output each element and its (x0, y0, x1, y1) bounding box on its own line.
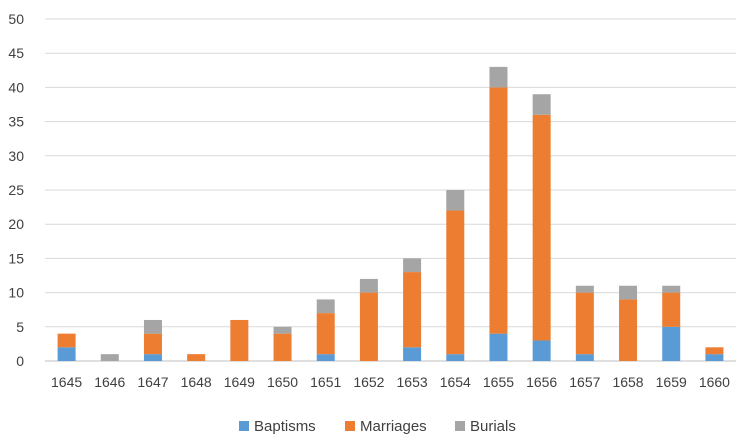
bar-marriages-1654 (446, 210, 465, 355)
legend-label-marriages: Marriages (360, 418, 427, 435)
bar-marriages-1648 (187, 354, 206, 361)
bar-marriages-1647 (143, 333, 162, 355)
bar-marriages-1660 (705, 347, 724, 355)
y-tick-label: 30 (8, 148, 24, 164)
bar-marriages-1658 (619, 299, 638, 361)
bar-burials-1659 (662, 285, 681, 293)
bar-burials-1654 (446, 190, 465, 211)
bar-marriages-1653 (403, 272, 422, 348)
y-tick-label: 35 (8, 114, 24, 130)
bar-baptisms-1660 (705, 354, 724, 361)
x-tick-label: 1650 (267, 374, 298, 390)
legend-label-burials: Burials (470, 418, 516, 435)
x-axis-ticks: 1645 1646 1647 1648 1649 1650 1651 1652 1653 1654… (51, 374, 730, 390)
x-tick-label: 1652 (353, 374, 384, 390)
bar-burials-1658 (619, 285, 638, 300)
legend: Baptisms Marriages Burials (239, 418, 516, 435)
bar-burials-1647 (143, 319, 162, 334)
x-tick-label: 1647 (137, 374, 168, 390)
bar-burials-1652 (359, 278, 378, 293)
x-tick-label: 1649 (224, 374, 255, 390)
x-tick-label: 1656 (526, 374, 557, 390)
bar-marriages-1652 (359, 292, 378, 361)
legend-swatch-marriages (345, 421, 355, 431)
bar-baptisms-1651 (316, 354, 335, 361)
y-tick-label: 15 (8, 250, 24, 266)
y-axis-ticks: 0 5 10 15 20 25 30 35 40 45 50 (8, 11, 24, 369)
legend-swatch-baptisms (239, 421, 249, 431)
bar-marriages-1651 (316, 313, 335, 355)
bar-burials-1657 (575, 285, 594, 293)
x-tick-label: 1654 (440, 374, 471, 390)
bar-baptisms-1659 (662, 326, 681, 361)
bar-baptisms-1654 (446, 354, 465, 361)
x-tick-label: 1658 (612, 374, 643, 390)
bar-burials-1653 (403, 258, 422, 273)
legend-swatch-burials (455, 421, 465, 431)
y-tick-label: 25 (8, 182, 24, 198)
bar-baptisms-1655 (489, 333, 508, 361)
y-tick-label: 40 (8, 79, 24, 95)
x-tick-label: 1659 (656, 374, 687, 390)
x-tick-label: 1651 (310, 374, 341, 390)
bar-marriages-1650 (273, 333, 292, 361)
y-tick-label: 50 (8, 11, 24, 27)
bar-burials-1646 (100, 354, 119, 361)
y-tick-label: 45 (8, 45, 24, 61)
x-tick-label: 1646 (94, 374, 125, 390)
bars (57, 66, 724, 361)
x-tick-label: 1648 (181, 374, 212, 390)
bar-burials-1651 (316, 299, 335, 314)
x-tick-label: 1645 (51, 374, 82, 390)
bar-burials-1650 (273, 326, 292, 334)
bar-baptisms-1656 (532, 340, 551, 361)
y-tick-label: 5 (16, 319, 24, 335)
bar-baptisms-1657 (575, 354, 594, 361)
bar-marriages-1659 (662, 292, 681, 327)
bar-baptisms-1647 (143, 354, 162, 361)
y-tick-label: 20 (8, 216, 24, 232)
bar-baptisms-1653 (403, 347, 422, 361)
y-tick-label: 0 (16, 353, 24, 369)
bar-marriages-1655 (489, 87, 508, 334)
bar-marriages-1645 (57, 333, 76, 348)
bar-burials-1656 (532, 94, 551, 115)
bar-marriages-1657 (575, 292, 594, 355)
x-tick-label: 1660 (699, 374, 730, 390)
legend-label-baptisms: Baptisms (254, 418, 316, 435)
bar-baptisms-1645 (57, 347, 76, 361)
x-tick-label: 1653 (397, 374, 428, 390)
x-tick-label: 1655 (483, 374, 514, 390)
y-tick-label: 10 (8, 285, 24, 301)
bar-burials-1655 (489, 66, 508, 88)
x-tick-label: 1657 (569, 374, 600, 390)
bar-marriages-1649 (230, 319, 249, 361)
bar-marriages-1656 (532, 114, 551, 341)
